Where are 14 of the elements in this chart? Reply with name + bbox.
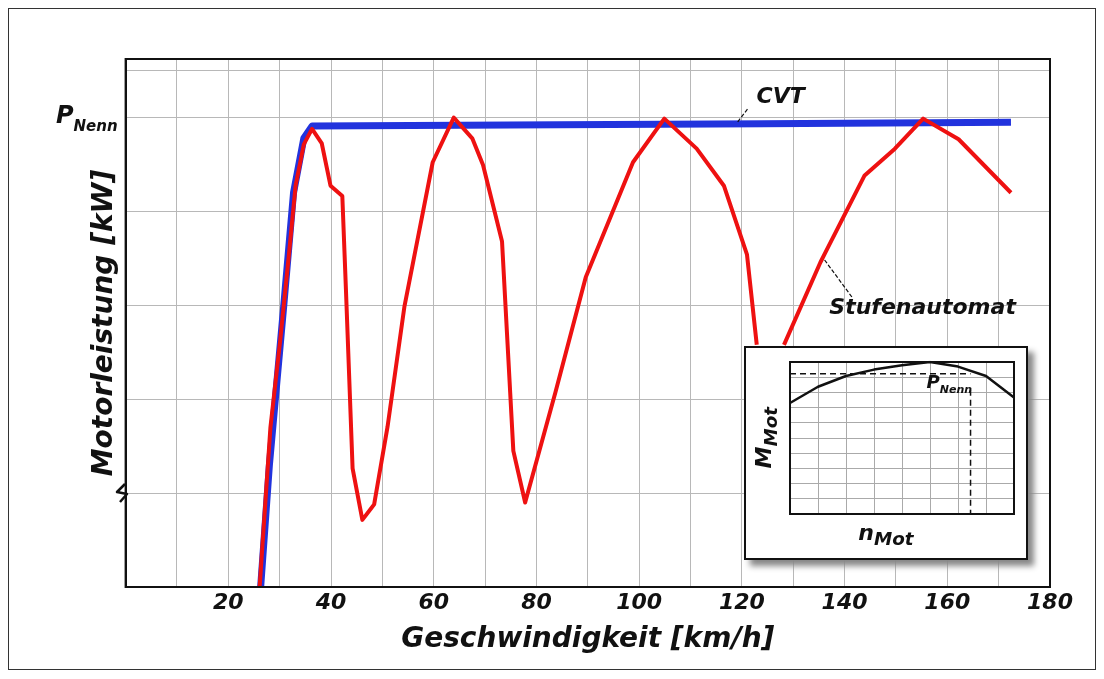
series-label: CVT — [756, 82, 807, 108]
x-tick-label: 40 — [314, 588, 347, 614]
x-tick-label: 180 — [1027, 588, 1073, 614]
y-axis-title: Motorleistung [kW] — [86, 169, 120, 477]
x-tick-label: 160 — [924, 588, 971, 614]
x-tick-label: 20 — [213, 588, 244, 614]
x-axis-title: Geschwindigkeit [km/h] — [401, 621, 775, 655]
x-tick-label: 60 — [418, 588, 450, 614]
x-tick-label: 80 — [521, 588, 552, 614]
x-tick-label: 120 — [718, 588, 765, 614]
x-axis-title: n$_{Mot}$ — [857, 520, 915, 550]
x-tick-label: 140 — [821, 588, 868, 614]
x-tick-label: 100 — [616, 588, 663, 614]
series-label: Stufenautomat — [829, 293, 1018, 319]
